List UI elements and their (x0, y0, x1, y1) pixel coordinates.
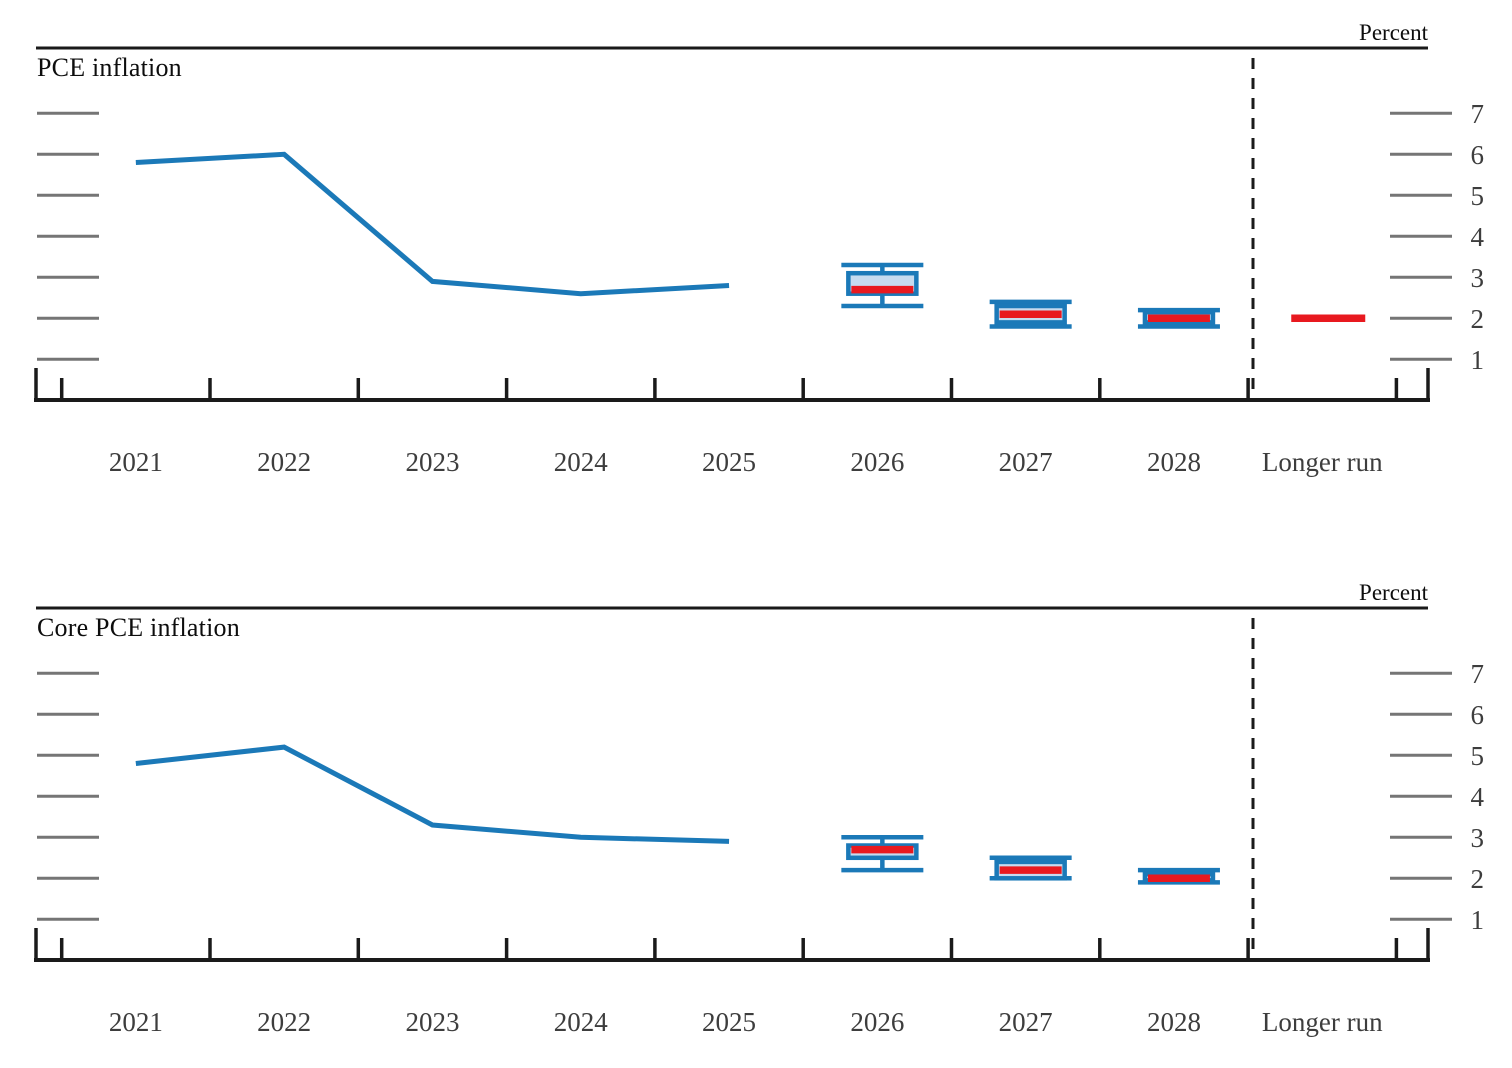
y-tick-label-5: 5 (1471, 741, 1485, 771)
x-tick-label-2028: 2028 (1147, 1007, 1201, 1037)
x-tick-label-2025: 2025 (702, 447, 756, 477)
x-tick-label-2022: 2022 (257, 447, 311, 477)
x-tick-label-2023: 2023 (405, 1007, 459, 1037)
y-tick-label-5: 5 (1471, 181, 1485, 211)
historical-line (135, 744, 730, 844)
panel-title: Core PCE inflation (37, 613, 240, 642)
y-axis-unit-label: Percent (1359, 580, 1428, 605)
panel-core-pce-inflation: 1 2 3 4 5 6 7 2021 2022 2023 2024 2025 2026 2027 2028 L… (0, 560, 1512, 1068)
y-tick-label-2: 2 (1471, 304, 1485, 334)
y-tick-label-6: 6 (1471, 700, 1485, 730)
y-tick-label-4: 4 (1471, 222, 1485, 252)
y-tick-label-7: 7 (1471, 99, 1485, 129)
x-tick-label-2021: 2021 (109, 447, 163, 477)
x-tick-label-longer-run: Longer run (1262, 447, 1383, 477)
x-tick-label-2026: 2026 (850, 447, 904, 477)
x-tick-label-2025: 2025 (702, 1007, 756, 1037)
historical-line (135, 151, 730, 297)
y-tick-label-6: 6 (1471, 140, 1485, 170)
x-tick-label-2024: 2024 (554, 447, 609, 477)
x-tick-label-2027: 2027 (999, 447, 1053, 477)
x-tick-label-2023: 2023 (405, 447, 459, 477)
x-tick-label-2027: 2027 (999, 1007, 1053, 1037)
y-tick-label-3: 3 (1471, 263, 1485, 293)
panel-pce-inflation: 1 2 3 4 5 6 7 2021 2022 2023 2024 2025 2026 2027 2028 L… (34, 20, 1485, 477)
y-tick-label-1: 1 (1471, 345, 1485, 375)
core-pce-inflation-chart: 1 2 3 4 5 6 7 2021 2022 2023 2024 2025 2026 2027 2028 L… (34, 606, 1485, 1037)
y-tick-label-2: 2 (1471, 864, 1485, 894)
x-tick-label-2021: 2021 (109, 1007, 163, 1037)
y-axis-unit-label: Percent (1359, 20, 1428, 45)
x-tick-label-2028: 2028 (1147, 447, 1201, 477)
y-tick-label-3: 3 (1471, 823, 1485, 853)
x-tick-label-2026: 2026 (850, 1007, 904, 1037)
x-tick-label-longer-run: Longer run (1262, 1007, 1383, 1037)
x-tick-label-2022: 2022 (257, 1007, 311, 1037)
panel-title: PCE inflation (37, 53, 182, 82)
y-tick-label-4: 4 (1471, 782, 1485, 812)
y-tick-label-1: 1 (1471, 905, 1485, 935)
x-tick-label-2024: 2024 (554, 1007, 609, 1037)
pce-inflation-chart: 1 2 3 4 5 6 7 2021 2022 2023 2024 2025 2026 2027 2028 L… (34, 46, 1485, 477)
y-tick-label-7: 7 (1471, 659, 1485, 689)
